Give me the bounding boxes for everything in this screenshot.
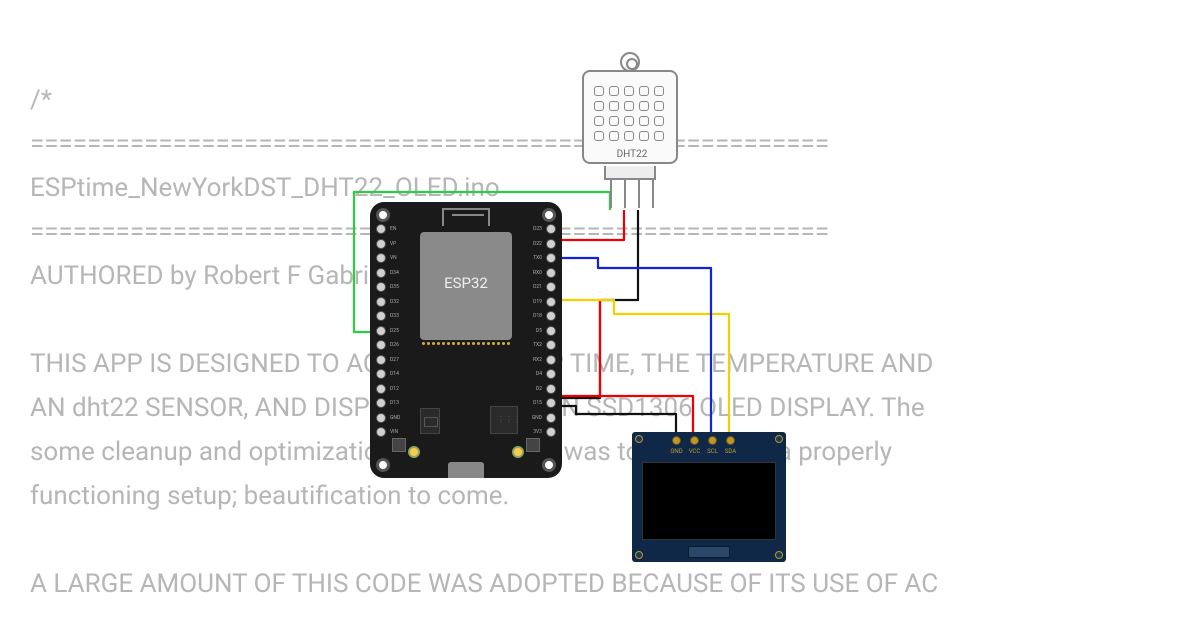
esp32-usb-port — [448, 462, 484, 478]
dht22-label: DHT22 — [584, 149, 680, 160]
dht22-vent-grid — [594, 86, 664, 141]
esp32-hole-tl — [376, 208, 390, 222]
esp32-board[interactable]: ESP32 ENVPVND34D35D32D33D25D26D27D14D12D… — [370, 202, 562, 478]
dht22-base — [604, 166, 656, 180]
esp32-antenna — [442, 208, 490, 226]
dht22-pin-1 — [610, 180, 612, 208]
dht22-pin-2 — [624, 180, 626, 208]
oled-display[interactable]: GND VCC SCL SDA — [632, 432, 786, 562]
esp32-contacts — [422, 342, 510, 350]
oled-pins — [672, 436, 735, 445]
esp32-btn-boot[interactable] — [526, 438, 540, 452]
oled-hole-tr — [775, 435, 783, 443]
dht22-body: DHT22 — [582, 70, 678, 164]
oled-connector — [688, 546, 730, 558]
oled-hole-tl — [635, 435, 643, 443]
esp32-usb-chip — [490, 406, 518, 434]
esp32-label: ESP32 — [420, 232, 512, 292]
esp32-shield: ESP32 — [420, 232, 512, 340]
esp32-pins-right — [546, 224, 556, 437]
esp32-btn-en[interactable] — [392, 438, 406, 452]
dht22-pin-4 — [652, 180, 654, 208]
esp32-regulator — [420, 408, 440, 434]
oled-hole-bl — [635, 551, 643, 559]
esp32-hole-tr — [542, 208, 556, 222]
oled-hole-br — [775, 551, 783, 559]
dht22-pin-3 — [638, 180, 640, 208]
esp32-pinlabels-left: ENVPVND34D35D32D33D25D26D27D14D12D13GNDV… — [390, 226, 400, 439]
wire-dht-vcc — [555, 210, 624, 240]
esp32-led-left — [408, 446, 420, 458]
dht22-hanger — [620, 52, 640, 72]
esp32-pinlabels-right: D23D22TX0RX0D21D19D18D5TX2RX2D4D2D15GND3… — [532, 226, 542, 439]
dht22-sensor[interactable]: DHT22 — [582, 62, 678, 210]
esp32-pins-left — [376, 224, 386, 437]
esp32-hole-bl — [376, 458, 390, 472]
wire-oled-sda — [555, 300, 729, 438]
wire-oled-scl — [555, 258, 711, 438]
esp32-hole-br — [542, 458, 556, 472]
oled-pinlabels: GND VCC SCL SDA — [670, 448, 737, 455]
oled-screen — [642, 462, 776, 540]
esp32-led-right — [512, 446, 524, 458]
